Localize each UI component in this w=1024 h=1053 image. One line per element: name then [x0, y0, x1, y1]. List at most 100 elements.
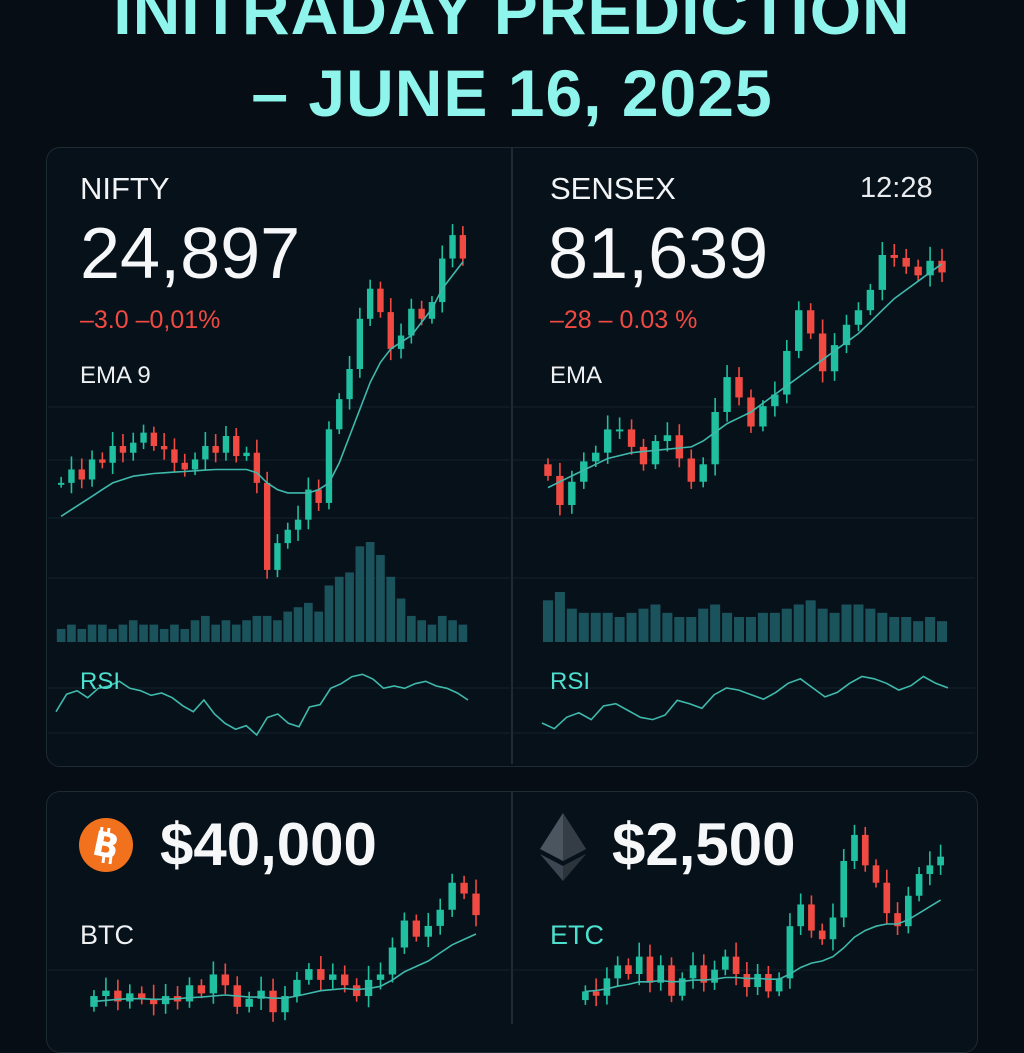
sensex-volume-bar	[662, 612, 673, 642]
sensex-volume-bar	[901, 617, 912, 642]
nifty-volume-bar	[252, 615, 262, 642]
nifty-volume-bar	[159, 628, 169, 642]
sensex-volume-bar	[745, 617, 756, 642]
sensex-candle	[675, 435, 684, 459]
nifty-volume-bar	[273, 620, 282, 642]
eth-price: $2,500	[612, 811, 796, 878]
nifty-volume-bar	[304, 602, 313, 642]
nifty-price: 24,897	[80, 214, 301, 294]
eth-candle	[840, 860, 848, 918]
eth-candle	[883, 882, 891, 914]
sensex-candle	[878, 255, 887, 290]
nifty-volume-bar	[108, 628, 117, 642]
nifty-volume-bar	[334, 576, 344, 642]
eth-candle	[625, 965, 632, 975]
nifty-volume-bar	[355, 546, 365, 642]
eth-candle	[721, 956, 729, 970]
btc-candle	[340, 974, 349, 986]
nifty-candle	[233, 435, 240, 457]
nifty-candle	[57, 482, 65, 485]
eth-label: ETC	[550, 920, 604, 950]
nifty-candle	[99, 459, 106, 463]
eth-candle	[603, 978, 611, 996]
nifty-candle	[202, 446, 209, 460]
nifty-volume-bar	[314, 611, 323, 642]
headline-title: INITRADAY PREDICTION	[113, 0, 911, 48]
nifty-volume-bar	[293, 607, 303, 642]
nifty-rsi-label: RSI	[80, 668, 121, 695]
ema-lines	[60, 261, 943, 1003]
sensex-candle	[830, 345, 839, 372]
btc-candle	[209, 974, 218, 994]
nifty-volume-bar	[386, 576, 396, 642]
nifty-change: –3.0 –0,01%	[80, 306, 221, 334]
nifty-candle	[428, 302, 436, 319]
sensex-ema-line	[547, 263, 943, 489]
eth-candle	[711, 969, 718, 983]
sensex-candle	[580, 461, 588, 482]
sensex-candle	[651, 441, 660, 465]
rsi-lines	[55, 673, 949, 737]
sensex-volume-bar	[710, 604, 721, 642]
btc-candle	[317, 969, 325, 980]
sensex-ema-label: EMA	[550, 362, 603, 389]
nifty-candle	[160, 446, 168, 450]
nifty-candle	[305, 489, 312, 520]
nifty-volume-bar	[139, 624, 148, 642]
btc-candle	[245, 998, 253, 1007]
eth-candle	[775, 978, 783, 992]
eth-candle	[786, 926, 794, 979]
nifty-volume-bar	[324, 585, 334, 642]
nifty-candle	[222, 435, 230, 453]
nifty-candle	[366, 288, 374, 319]
btc-candle	[400, 920, 409, 948]
nifty-volume-bar	[448, 620, 457, 642]
sensex-candle	[615, 429, 624, 432]
sensex-volume-bar	[674, 617, 685, 642]
sensex-candle	[687, 458, 695, 482]
sensex-candle	[759, 406, 767, 427]
eth-candle	[754, 974, 761, 988]
btc-candle	[269, 990, 277, 1013]
sensex-volume-bar	[829, 612, 840, 642]
btc-candle	[149, 998, 158, 1005]
eth-candle	[635, 956, 643, 975]
nifty-volume-bar	[427, 624, 437, 642]
eth-candle	[582, 991, 589, 1001]
eth-candle	[678, 978, 686, 996]
sensex-volume-bar	[542, 600, 553, 642]
nifty-volume-bar	[180, 628, 190, 642]
charts-canvas	[48, 224, 975, 1022]
nifty-volume-bar	[396, 598, 406, 642]
eth-ema-line	[585, 899, 942, 993]
sensex-candle	[938, 260, 946, 273]
eth-candle	[700, 965, 708, 983]
sensex-rsi-line	[541, 675, 949, 730]
btc-candle	[412, 920, 421, 937]
nifty-volume-bar	[87, 624, 97, 642]
sensex-label: SENSEX	[550, 171, 676, 206]
sensex-candle	[854, 310, 863, 325]
sensex-candle	[926, 260, 934, 276]
eth-candle	[592, 991, 600, 996]
eth-candle	[614, 965, 622, 979]
nifty-candle	[68, 469, 75, 483]
sensex-volume-bar	[769, 612, 780, 642]
nifty-candle	[315, 489, 322, 503]
nifty-volume-bar	[77, 628, 87, 642]
nifty-volume-bar	[376, 555, 385, 642]
btc-candle	[460, 882, 468, 894]
btc-candle	[293, 979, 301, 997]
btc-candle	[102, 990, 110, 997]
sensex-candle	[771, 394, 779, 407]
btc-candle	[376, 974, 385, 980]
btc-candle	[90, 996, 98, 1007]
nifty-candle	[439, 258, 446, 303]
btc-candle	[257, 990, 265, 999]
sensex-volume-bar	[650, 604, 661, 642]
eth-candle	[818, 930, 826, 940]
nifty-candle	[459, 235, 467, 259]
sensex-candle	[711, 411, 719, 465]
nifty-volume-bar	[98, 624, 107, 642]
nifty-candle	[212, 446, 219, 453]
